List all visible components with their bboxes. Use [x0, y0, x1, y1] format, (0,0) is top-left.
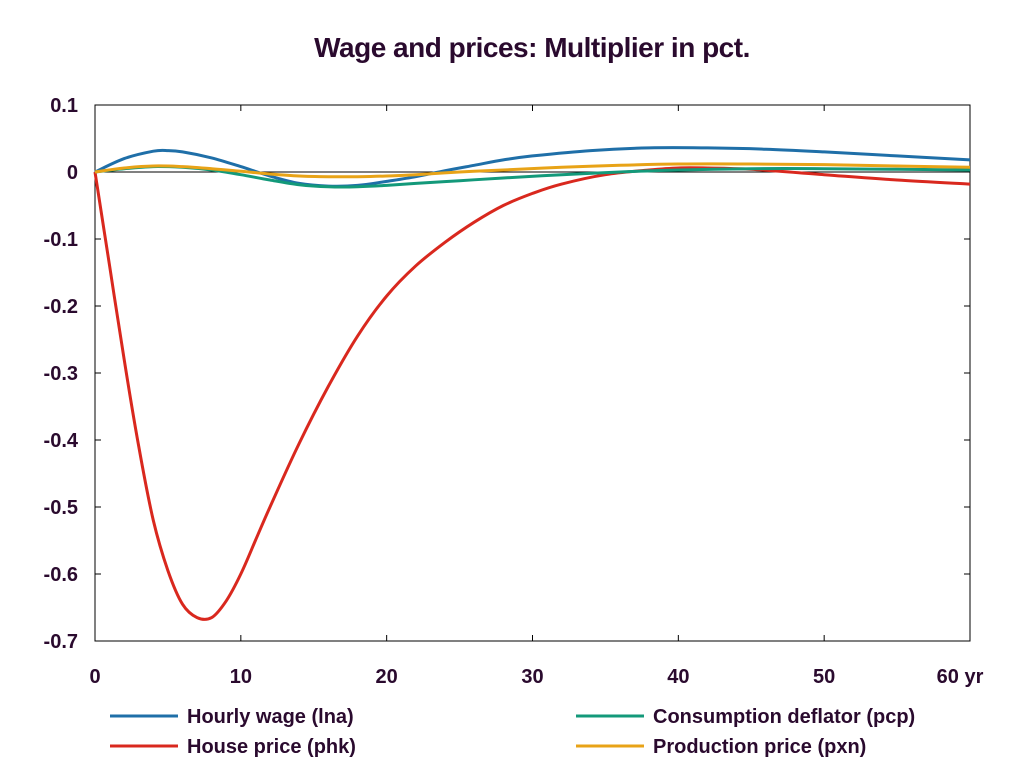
series-lines — [93, 146, 971, 621]
series-line-hourly-wage-lna — [94, 146, 971, 188]
axes: 0.1 0 -0.1 -0.2 -0.3 -0.4 -0.5 -0.6 -0.7 0 10 20 30 4… — [44, 95, 984, 688]
x-tick-label: 10 — [230, 666, 252, 688]
chart-title: Wage and prices: Multiplier in pct. — [314, 32, 750, 63]
y-tick-label: 0 — [67, 162, 78, 184]
y-tick-label: 0.1 — [50, 95, 78, 117]
x-tick-label: 50 — [813, 666, 835, 688]
series-line-production-price-pxn — [94, 162, 971, 179]
y-tick-label: -0.2 — [44, 296, 78, 318]
x-tick-label: 20 — [376, 666, 398, 688]
y-tick-label: -0.7 — [44, 631, 78, 653]
y-tick-label: -0.4 — [44, 430, 79, 452]
x-tick-label: 0 — [89, 666, 100, 688]
x-tick-label: 60 yr — [937, 666, 984, 688]
series-line-house-price-phk — [93, 166, 971, 621]
y-tick-label: -0.6 — [44, 564, 78, 586]
legend-label-production-price-pxn: Production price (pxn) — [653, 736, 866, 758]
legend: Hourly wage (lna) House price (phk) Consum… — [110, 706, 915, 758]
plot-frame — [94, 104, 971, 642]
x-tick-label: 40 — [667, 666, 689, 688]
x-tick-label: 30 — [521, 666, 543, 688]
legend-label-consumption-deflator-pcp: Consumption deflator (pcp) — [653, 706, 915, 728]
legend-label-hourly-wage-lna: Hourly wage (lna) — [187, 706, 354, 728]
legend-label-house-price-phk: House price (phk) — [187, 736, 356, 758]
y-tick-label: -0.1 — [44, 229, 78, 251]
y-tick-label: -0.5 — [44, 497, 78, 519]
y-tick-label: -0.3 — [44, 363, 78, 385]
